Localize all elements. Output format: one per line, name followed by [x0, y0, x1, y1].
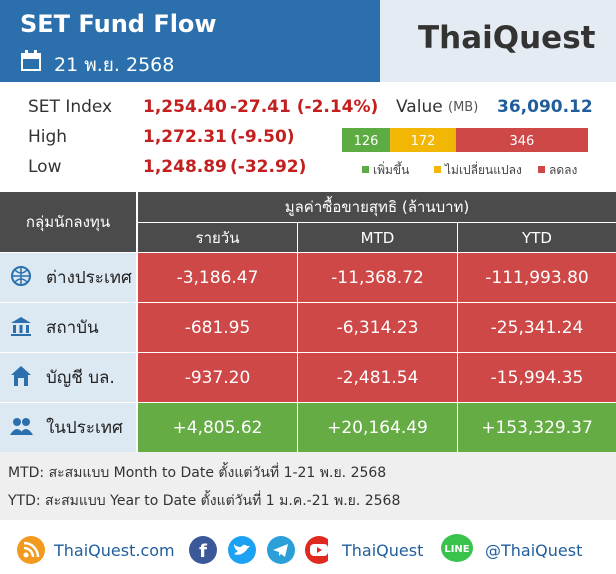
- legend-label: ไม่เปลี่ยนแปลง: [444, 161, 522, 177]
- column-header: รายวัน: [138, 223, 297, 252]
- summary-change: -27.41 (-2.14%): [230, 97, 379, 117]
- legend-swatch: [538, 166, 545, 173]
- breadth-count: 126: [354, 134, 379, 149]
- row-label: ในประเทศ: [0, 403, 136, 452]
- group-header: มูลค่าซื้อขายสุทธิ (ล้านบาท): [138, 192, 616, 222]
- value-cell: -15,994.35: [458, 353, 616, 402]
- value-cell: -937.20: [138, 353, 297, 402]
- website[interactable]: ThaiQuest.com: [54, 541, 175, 560]
- corner-header: กลุ่มนักลงทุน: [0, 192, 136, 252]
- note: MTD: สะสมแบบ Month to Date ตั้งแต่วันที่…: [8, 465, 387, 481]
- summary-label: Low: [28, 157, 62, 177]
- line-id[interactable]: @ThaiQuest: [485, 541, 583, 560]
- legend-label: ลดลง: [549, 163, 577, 177]
- calendar-icon: [21, 50, 41, 71]
- value-cell: -2,481.54: [298, 353, 457, 402]
- turnover: 36,090.12: [497, 97, 593, 117]
- value-cell: -3,186.47: [138, 253, 297, 302]
- column-header: MTD: [298, 223, 457, 252]
- value-cell: -6,314.23: [298, 303, 457, 352]
- line-icon: LINE: [441, 534, 473, 562]
- date: 21 พ.ย. 2568: [54, 54, 175, 76]
- breadth-count: 346: [510, 134, 535, 149]
- value-cell: -111,993.80: [458, 253, 616, 302]
- value-cell: +153,329.37: [458, 403, 616, 452]
- header-band: [0, 0, 380, 82]
- row-label: ต่างประเทศ: [0, 253, 136, 302]
- summary-value: 1,248.89: [143, 157, 227, 177]
- value-cell: -681.95: [138, 303, 297, 352]
- row-label: สถาบัน: [0, 303, 136, 352]
- breadth-segment: [342, 128, 391, 152]
- value-cell: -25,341.24: [458, 303, 616, 352]
- legend-swatch: [362, 166, 369, 173]
- column-header: YTD: [458, 223, 616, 252]
- breadth-segment: [455, 128, 588, 152]
- legend-label: เพิ่มขึ้น: [373, 161, 409, 177]
- legend-swatch: [434, 166, 441, 173]
- turnover-unit: (MB): [448, 100, 479, 115]
- summary-change: (-32.92): [230, 157, 307, 177]
- summary-label: High: [28, 127, 68, 147]
- social-icons: f: [189, 536, 328, 564]
- rss-icon: [17, 536, 45, 564]
- summary-label: SET Index: [28, 97, 113, 117]
- logo: ThaiQuest: [418, 20, 596, 56]
- turnover-label: Value: [396, 97, 443, 117]
- notes-area: [0, 452, 616, 520]
- svg-text:f: f: [199, 541, 207, 562]
- summary-value: 1,254.40: [143, 97, 227, 117]
- row-icon: [11, 266, 31, 286]
- summary-change: (-9.50): [230, 127, 295, 147]
- facebook-name[interactable]: ThaiQuest: [342, 541, 424, 560]
- breadth-segment: [390, 128, 456, 152]
- summary-value: 1,272.31: [143, 127, 227, 147]
- row-icon: [11, 366, 31, 386]
- value-cell: +20,164.49: [298, 403, 457, 452]
- title: SET Fund Flow: [20, 10, 217, 38]
- value-cell: +4,805.62: [138, 403, 297, 452]
- line-badge: LINE: [444, 544, 469, 555]
- note: YTD: สะสมแบบ Year to Date ตั้งแต่วันที่ …: [8, 493, 401, 509]
- value-cell: -11,368.72: [298, 253, 457, 302]
- row-icon: [11, 317, 31, 336]
- breadth-count: 172: [411, 134, 436, 149]
- row-icon: [10, 418, 33, 435]
